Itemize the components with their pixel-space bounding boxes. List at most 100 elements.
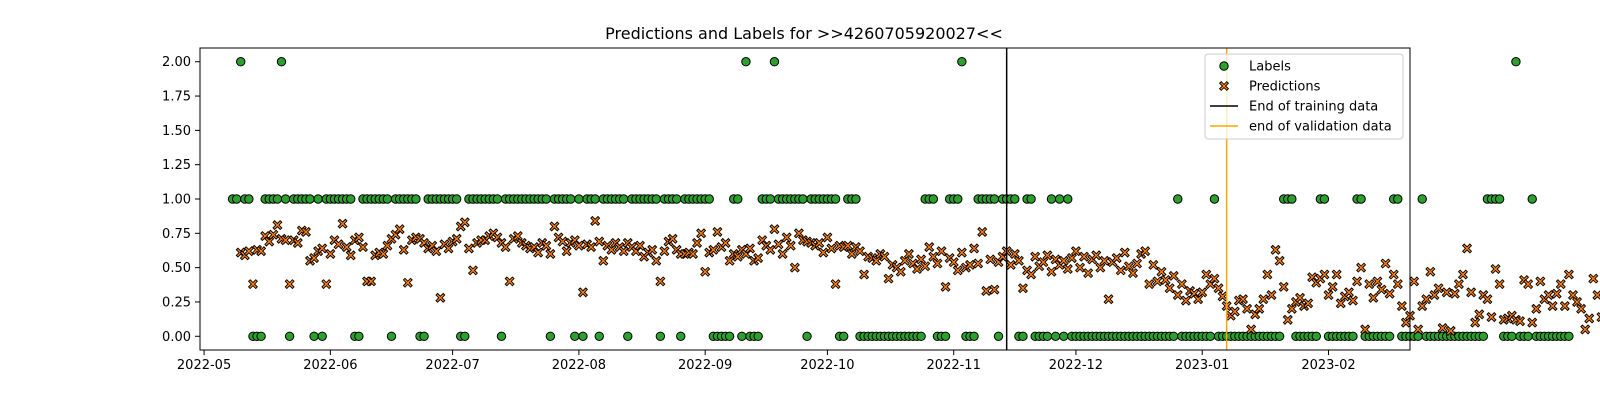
prediction-point	[557, 236, 568, 247]
label-point	[496, 331, 507, 341]
label-point	[411, 194, 421, 204]
x-tick-label: 2022-09	[678, 358, 732, 373]
prediction-point	[687, 248, 698, 259]
prediction-point	[920, 261, 931, 272]
prediction-point	[1323, 290, 1334, 301]
prediction-point	[964, 259, 976, 270]
prediction-point	[1580, 324, 1591, 335]
prediction-point	[1490, 263, 1501, 275]
label-point	[1173, 194, 1183, 204]
prediction-point	[1335, 298, 1346, 309]
prediction-point	[1433, 283, 1444, 294]
prediction-point	[732, 251, 743, 262]
label-point	[839, 331, 849, 341]
prediction-point	[700, 266, 711, 277]
label-point	[798, 194, 808, 204]
prediction-point	[353, 232, 364, 243]
prediction-point	[1258, 294, 1269, 305]
label-point	[305, 194, 315, 204]
prediction-point	[1396, 301, 1407, 312]
prediction-point	[1152, 276, 1163, 287]
prediction-point	[1303, 298, 1314, 309]
label-point	[419, 331, 429, 341]
label-point	[451, 194, 462, 204]
x-tick-label: 2022-07	[425, 358, 479, 373]
axis-ticks: 2022-05 2022-06 2022-07 2022-08 2022-09 2022-…	[162, 55, 1356, 373]
y-tick-label: 0.00	[162, 330, 191, 345]
prediction-point	[928, 251, 939, 262]
prediction-point	[948, 257, 959, 268]
prediction-point	[504, 276, 515, 287]
legend-labels-marker	[1219, 61, 1229, 71]
x-tick-label: 2022-12	[1049, 358, 1103, 373]
prediction-point	[345, 250, 356, 261]
label-point	[590, 194, 600, 204]
y-tick-label: 0.25	[162, 295, 191, 310]
prediction-point	[309, 252, 320, 264]
label-point	[574, 194, 584, 204]
prediction-point	[1584, 313, 1595, 324]
prediction-point	[977, 226, 988, 237]
prediction-point	[969, 243, 980, 254]
prediction-point	[1246, 324, 1257, 335]
label-point	[317, 331, 327, 341]
prediction-point	[1453, 279, 1464, 290]
prediction-point	[1592, 290, 1600, 301]
prediction-point	[1123, 261, 1134, 272]
prediction-point	[1193, 294, 1204, 305]
prediction-point	[981, 285, 992, 297]
y-tick-label: 0.75	[162, 227, 191, 242]
plot-area-frame	[199, 47, 1411, 351]
prediction-point	[1380, 258, 1391, 269]
prediction-point	[1429, 290, 1440, 301]
prediction-point	[1197, 287, 1208, 298]
prediction-point	[989, 284, 1000, 295]
chart-title: Predictions and Labels for >>42607059200…	[605, 24, 1003, 43]
prediction-point	[1576, 303, 1587, 314]
prediction-point	[793, 228, 804, 239]
prediction-point	[398, 244, 409, 255]
prediction-point	[243, 246, 254, 257]
x-tick-label: 2023-02	[1301, 358, 1355, 373]
label-point	[741, 57, 751, 67]
label-point	[623, 331, 633, 341]
prediction-point	[1384, 288, 1395, 299]
prediction-point	[724, 255, 735, 266]
x-tick-label: 2022-08	[552, 358, 606, 373]
label-point	[733, 194, 743, 204]
prediction-point	[1457, 269, 1468, 280]
label-point	[594, 331, 604, 341]
prediction-point	[300, 226, 311, 237]
prediction-point	[357, 242, 368, 253]
label-point	[1356, 194, 1366, 204]
label-point	[724, 331, 735, 341]
prediction-point	[1425, 266, 1436, 277]
prediction-point	[451, 233, 462, 244]
label-point	[1010, 194, 1020, 204]
prediction-point	[744, 243, 756, 254]
prediction-point	[1140, 246, 1151, 257]
prediction-point	[667, 233, 678, 244]
prediction-point	[1523, 279, 1534, 290]
label-point	[1209, 194, 1220, 204]
prediction-point	[1046, 266, 1057, 277]
x-tick-label: 2022-10	[800, 358, 854, 373]
label-point	[993, 331, 1004, 341]
prediction-point	[1462, 243, 1473, 254]
label-point	[578, 331, 588, 341]
prediction-point	[467, 265, 478, 276]
prediction-point	[883, 273, 894, 284]
label-point	[1063, 194, 1073, 204]
prediction-point	[1254, 303, 1265, 314]
prediction-point	[932, 258, 943, 269]
prediction-point	[577, 287, 588, 298]
label-point	[1026, 194, 1036, 204]
prediction-point	[1441, 287, 1452, 298]
legend-predictions-marker	[1218, 80, 1230, 92]
x-tick-label: 2022-06	[303, 358, 357, 373]
label-point	[989, 194, 1000, 204]
legend-entry-label: end of validation data	[1249, 120, 1392, 135]
prediction-point	[1449, 288, 1460, 299]
prediction-point	[1160, 274, 1171, 286]
prediction-point	[1079, 251, 1090, 262]
